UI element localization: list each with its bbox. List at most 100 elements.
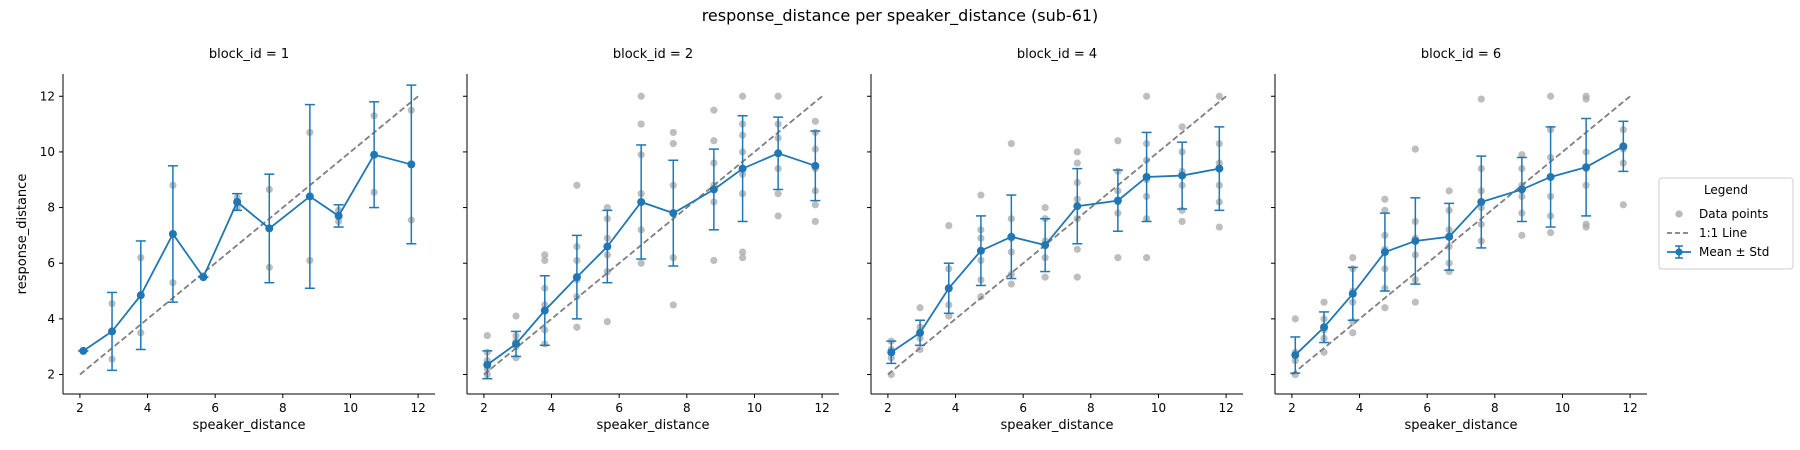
legend-label: Data points [1699,207,1768,221]
mean-point [1517,185,1526,194]
mean-point [512,339,521,348]
mean-point [1041,241,1050,250]
data-point [1477,95,1485,103]
data-point [774,190,782,198]
data-point [1143,254,1151,262]
x-axis-label: speaker_distance [1405,418,1518,433]
mean-line [1294,145,1624,356]
data-point [1215,223,1223,231]
x-tick-label: 6 [615,401,623,415]
data-point [637,92,645,100]
mean-line [486,152,816,366]
identity-line [483,95,823,376]
legend-mean-marker [1675,248,1683,256]
mean-point [738,164,747,173]
mean-point [1348,289,1357,298]
data-point [1381,206,1389,214]
data-point [603,318,611,326]
data-point [1143,92,1151,100]
data-point [1178,217,1186,226]
x-tick-label: 12 [814,401,829,415]
x-tick-label: 12 [410,401,425,415]
mean-point [370,150,379,159]
mean-point [1073,202,1082,211]
mean-point [572,273,581,282]
mean-point [1113,196,1122,205]
x-tick-label: 8 [1491,401,1499,415]
data-point [710,106,718,114]
data-point [1215,92,1223,100]
panel-3: block_id = 4 2 4 6 8 10 12 speaker_distance [867,47,1243,433]
data-point [916,345,924,354]
data-point [1007,280,1015,288]
data-point [1349,254,1357,262]
mean-point [136,291,145,300]
mean-point [334,211,343,220]
panel-2: block_id = 2 2 4 6 8 10 12 speaker_distance [463,47,839,433]
data-point [1381,304,1389,312]
mean-point [709,185,718,194]
mean-point [540,306,549,315]
panel-4: block_id = 6 2 4 6 8 10 12 speaker_distance [1271,47,1647,433]
data-point [1547,92,1555,100]
x-tick-label: 8 [1087,401,1095,415]
data-point [1411,145,1419,153]
y-tick-label: 8 [47,201,55,215]
mean-point [168,230,177,238]
mean-point [603,242,612,251]
data-point [637,120,645,128]
x-tick-label: 10 [747,401,762,415]
data-point [1073,273,1081,281]
mean-point [1178,171,1187,180]
y-tick-label: 2 [47,368,55,382]
data-point [1547,229,1555,237]
mean-point [1215,164,1224,173]
data-point [541,251,549,259]
data-point [1619,201,1627,209]
x-tick-label: 2 [480,401,488,415]
data-point [1007,139,1015,148]
mean-point [976,246,985,255]
data-point [1582,95,1590,103]
data-point [1114,137,1122,145]
data-point [483,331,491,340]
mean-point [79,346,88,355]
x-tick-label: 12 [1622,401,1637,415]
data-point [739,254,747,262]
x-tick-label: 10 [343,401,358,415]
data-point [977,191,985,199]
data-point [916,304,924,312]
panel-title: block_id = 2 [613,47,693,62]
x-tick-label: 12 [1218,401,1233,415]
mean-point [1445,232,1454,241]
data-point [512,312,520,320]
data-point [1041,273,1049,281]
mean-point [774,149,783,158]
x-tick-label: 8 [279,401,287,415]
data-point [573,323,581,331]
legend-label: Mean ± Std [1699,245,1769,259]
x-tick-label: 6 [1019,401,1027,415]
mean-point [1380,248,1389,257]
mean-point [916,328,925,337]
mean-point [887,348,896,357]
mean-point [199,273,208,282]
data-point [1041,203,1049,212]
mean-point [1142,172,1151,181]
identity-line [79,95,419,376]
y-tick-label: 12 [40,89,55,103]
mean-point [1007,232,1016,241]
data-point [1582,223,1590,231]
data-point [811,201,819,209]
x-tick-label: 10 [1555,401,1570,415]
x-tick-label: 2 [76,401,84,415]
x-tick-label: 2 [884,401,892,415]
legend: Legend Data points 1:1 Line Mean ± Std [1658,177,1794,270]
mean-point [811,161,820,170]
data-point [945,222,953,230]
mean-point [1477,198,1486,206]
data-point [1411,298,1419,306]
panel-title: block_id = 1 [209,47,289,62]
mean-point [1320,323,1329,332]
